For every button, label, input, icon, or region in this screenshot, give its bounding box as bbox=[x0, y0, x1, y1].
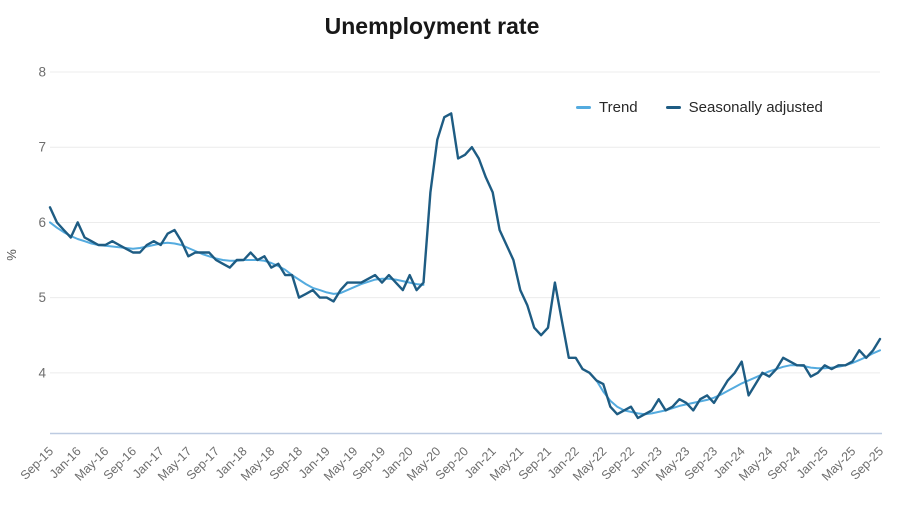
y-tick-label: 4 bbox=[38, 365, 46, 380]
y-tick-label: 6 bbox=[38, 215, 46, 230]
seasonally-adjusted-line bbox=[48, 112, 882, 420]
seasonally-adjusted-line-swatch-icon bbox=[665, 106, 681, 109]
x-tick-label: Sep-15 bbox=[18, 444, 56, 482]
y-tick-label: 5 bbox=[38, 290, 46, 305]
trend-line-swatch-icon bbox=[576, 106, 591, 109]
chart-title: Unemployment rate bbox=[324, 13, 540, 39]
legend-label-trend: Trend bbox=[599, 99, 638, 116]
y-tick-label: 8 bbox=[38, 65, 46, 80]
legend-item-trend[interactable]: Trend bbox=[576, 99, 638, 116]
y-tick-label: 7 bbox=[38, 140, 46, 155]
y-axis-title: % bbox=[4, 249, 19, 261]
legend-item-seasonally-adjusted[interactable]: Seasonally adjusted bbox=[665, 99, 823, 116]
legend-label-seasonally-adjusted: Seasonally adjusted bbox=[688, 99, 823, 116]
chart-legend: Trend Seasonally adjusted bbox=[576, 99, 823, 116]
